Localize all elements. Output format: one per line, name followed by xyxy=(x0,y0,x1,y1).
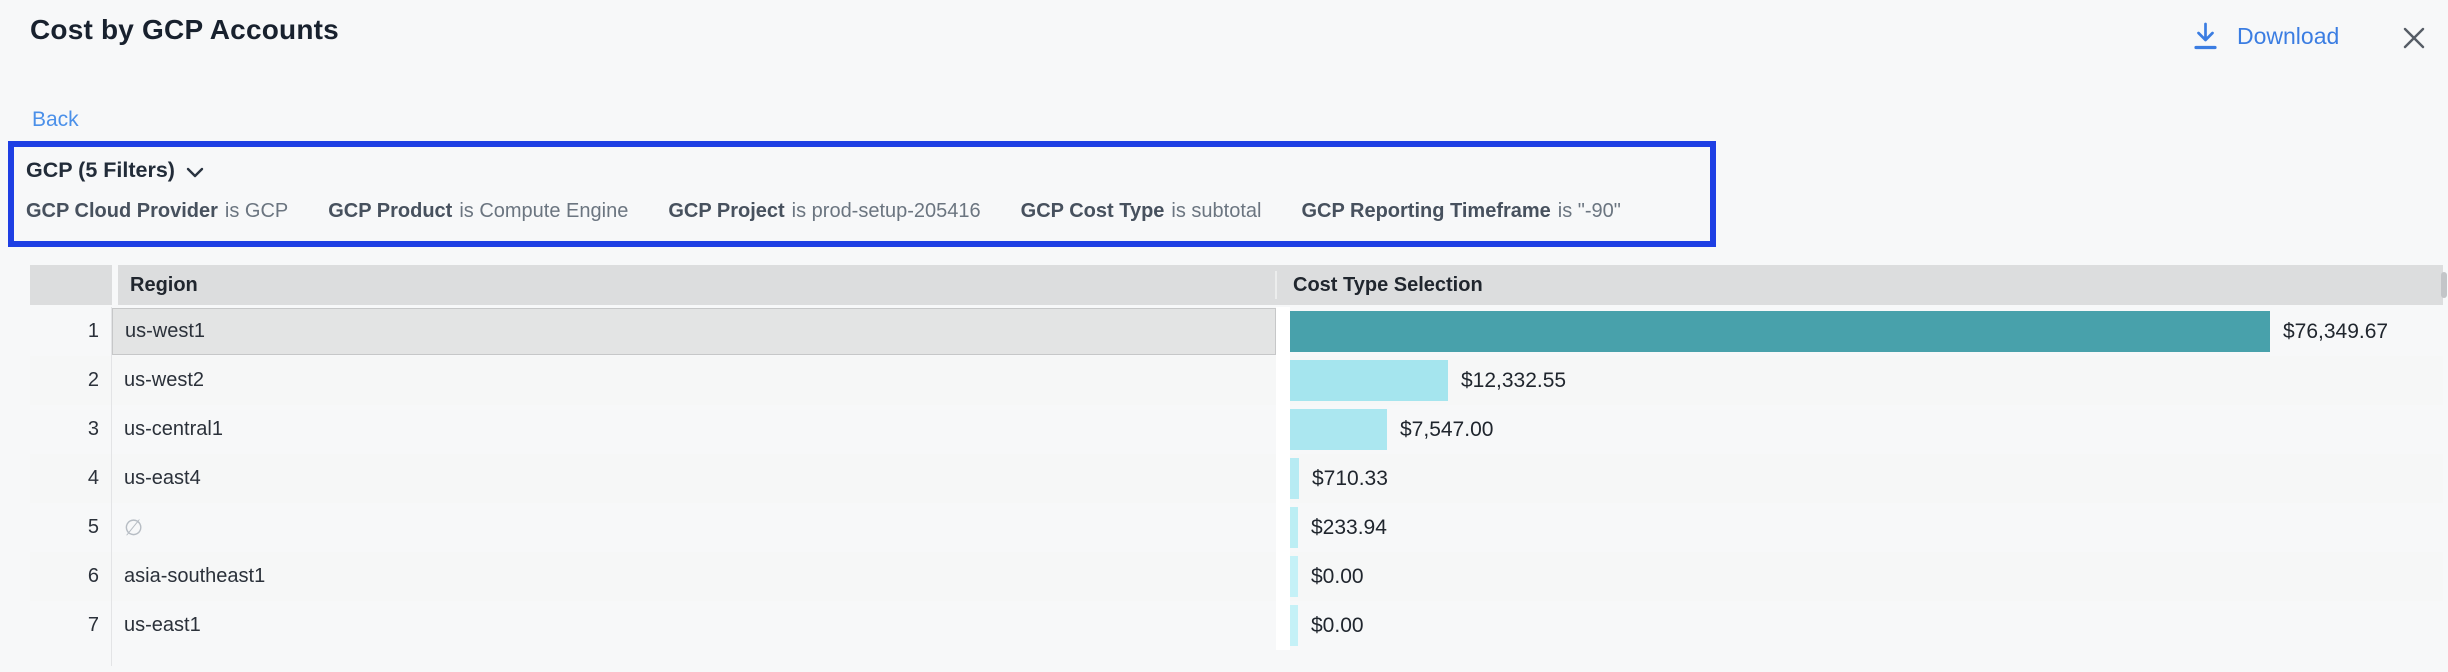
column-gutter xyxy=(1276,503,1290,552)
filter-chip[interactable]: GCP Cost Type is subtotal xyxy=(1021,200,1262,223)
table-body: 1 us-west1 $76,349.67 2 us-west2 $12,332… xyxy=(30,307,2443,666)
cost-bar xyxy=(1290,458,1299,499)
filter-panel: GCP (5 Filters) GCP Cloud Provider is GC… xyxy=(8,141,1716,247)
column-gutter xyxy=(1276,552,1290,601)
applied-filters: GCP Cloud Provider is GCP GCP Product is… xyxy=(26,200,1710,223)
region-cell[interactable]: us-west2 xyxy=(112,356,1276,405)
download-button[interactable]: Download xyxy=(2190,20,2339,53)
column-gutter xyxy=(1276,601,1290,650)
cost-bar xyxy=(1290,360,1448,401)
column-gutter xyxy=(1276,356,1290,405)
filter-chip[interactable]: GCP Product is Compute Engine xyxy=(328,200,628,223)
cost-cell[interactable]: $710.33 xyxy=(1290,454,2443,503)
table-header-row: Region Cost Type Selection xyxy=(30,265,2443,305)
close-button[interactable] xyxy=(2398,22,2430,54)
table-row[interactable]: 6 asia-southeast1 $0.00 xyxy=(30,552,2443,601)
row-number: 3 xyxy=(30,405,112,454)
filter-condition: is subtotal xyxy=(1171,200,1261,223)
cost-bar xyxy=(1290,409,1387,450)
column-gutter xyxy=(1276,405,1290,454)
region-cell[interactable]: asia-southeast1 xyxy=(112,552,1276,601)
page-title: Cost by GCP Accounts xyxy=(30,14,339,46)
cost-column-header[interactable]: Cost Type Selection xyxy=(1293,274,1483,297)
back-link[interactable]: Back xyxy=(32,108,79,132)
region-cell[interactable]: us-east1 xyxy=(112,601,1276,650)
filter-condition: is Compute Engine xyxy=(459,200,628,223)
table-row[interactable]: 2 us-west2 $12,332.55 xyxy=(30,356,2443,405)
cost-value: $0.00 xyxy=(1311,565,1364,589)
row-number: 7 xyxy=(30,601,112,650)
table-row-partial xyxy=(30,650,2443,666)
row-number: 2 xyxy=(30,356,112,405)
cost-cell[interactable]: $0.00 xyxy=(1290,601,2443,650)
filter-condition: is GCP xyxy=(225,200,288,223)
filter-chip[interactable]: GCP Project is prod-setup-205416 xyxy=(668,200,980,223)
table-row[interactable]: 5 ∅ $233.94 xyxy=(30,503,2443,552)
cost-cell[interactable]: $0.00 xyxy=(1290,552,2443,601)
region-cell[interactable]: us-west1 xyxy=(112,308,1276,355)
cost-value: $76,349.67 xyxy=(2283,320,2388,344)
cost-cell[interactable]: $76,349.67 xyxy=(1290,307,2443,356)
region-cell[interactable]: us-east4 xyxy=(112,454,1276,503)
row-number: 6 xyxy=(30,552,112,601)
region-cell[interactable]: ∅ xyxy=(112,503,1276,552)
download-icon xyxy=(2190,20,2221,53)
filter-chip[interactable]: GCP Cloud Provider is GCP xyxy=(26,200,288,223)
column-gutter xyxy=(1276,454,1290,503)
filter-summary-label: GCP (5 Filters) xyxy=(26,158,175,183)
filter-name: GCP Cloud Provider xyxy=(26,200,218,223)
cost-bar xyxy=(1290,311,2270,352)
row-number: 4 xyxy=(30,454,112,503)
header-column-divider xyxy=(1275,271,1277,299)
table-row[interactable]: 1 us-west1 $76,349.67 xyxy=(30,307,2443,356)
column-gutter xyxy=(1276,307,1290,356)
cost-cell[interactable]: $7,547.00 xyxy=(1290,405,2443,454)
filter-name: GCP Product xyxy=(328,200,452,223)
row-number-column-header xyxy=(30,265,112,305)
region-column-header[interactable]: Region xyxy=(118,274,1275,297)
table-row[interactable]: 4 us-east4 $710.33 xyxy=(30,454,2443,503)
table-row[interactable]: 3 us-central1 $7,547.00 xyxy=(30,405,2443,454)
cost-bar xyxy=(1290,507,1298,548)
chevron-down-icon xyxy=(185,166,205,179)
cost-cell[interactable]: $233.94 xyxy=(1290,503,2443,552)
filter-summary-dropdown[interactable]: GCP (5 Filters) xyxy=(26,158,205,183)
cost-value: $12,332.55 xyxy=(1461,369,1566,393)
cost-value: $7,547.00 xyxy=(1400,418,1493,442)
cost-bar xyxy=(1290,605,1298,646)
cost-table: Region Cost Type Selection 1 us-west1 $7… xyxy=(30,265,2443,666)
filter-condition: is prod-setup-205416 xyxy=(792,200,981,223)
cost-value: $710.33 xyxy=(1312,467,1388,491)
cost-value: $0.00 xyxy=(1311,614,1364,638)
download-label: Download xyxy=(2237,23,2339,50)
region-cell[interactable]: us-central1 xyxy=(112,405,1276,454)
filter-name: GCP Cost Type xyxy=(1021,200,1165,223)
cost-cell[interactable]: $12,332.55 xyxy=(1290,356,2443,405)
filter-condition: is "-90" xyxy=(1558,200,1621,223)
filter-chip[interactable]: GCP Reporting Timeframe is "-90" xyxy=(1301,200,1620,223)
table-row[interactable]: 7 us-east1 $0.00 xyxy=(30,601,2443,650)
cost-bar xyxy=(1290,556,1298,597)
scrollbar-thumb[interactable] xyxy=(2441,272,2447,298)
row-number: 1 xyxy=(30,307,112,356)
cost-value: $233.94 xyxy=(1311,516,1387,540)
filter-name: GCP Project xyxy=(668,200,784,223)
filter-name: GCP Reporting Timeframe xyxy=(1301,200,1550,223)
row-number: 5 xyxy=(30,503,112,552)
close-icon xyxy=(2399,23,2429,53)
